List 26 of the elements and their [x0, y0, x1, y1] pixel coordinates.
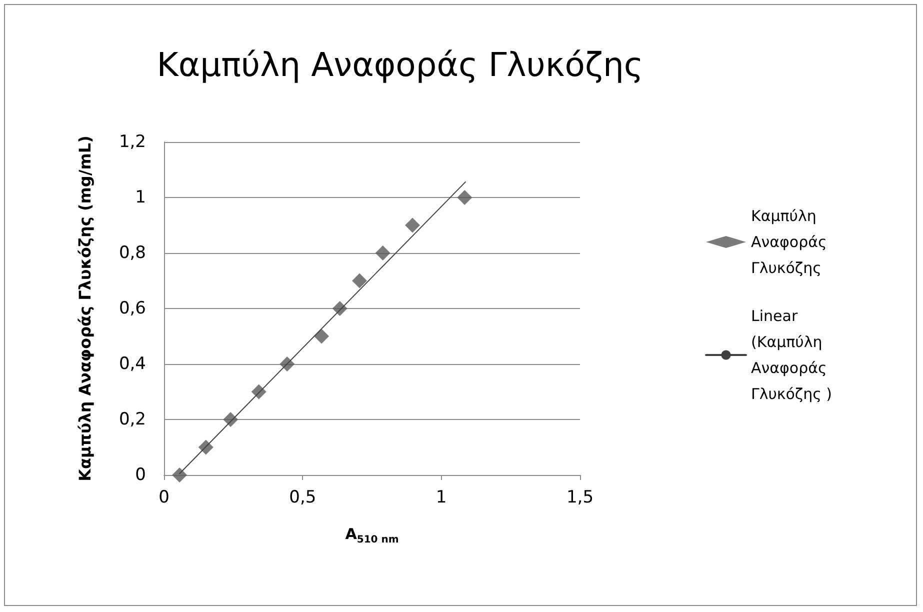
x-tick-label: 0 — [158, 488, 170, 508]
y-tick-label: 0,6 — [118, 298, 146, 318]
point — [314, 328, 330, 344]
y-tick-label: 1 — [135, 188, 146, 208]
x-tick-label: 1 — [436, 488, 447, 508]
point — [223, 412, 238, 427]
y-tick-label: 1,2 — [118, 132, 146, 152]
point — [404, 218, 420, 233]
y-tick-label: 0 — [135, 465, 146, 485]
point — [280, 356, 295, 372]
point — [332, 301, 348, 316]
legend-label: Linear (Καμπύλη Αναφοράς Γλυκόζης ) — [751, 307, 832, 403]
y-axis-title: Καμπύλη Αναφοράς Γλυκόζης (mg/mL) — [76, 136, 94, 482]
y-tick-label: 0,2 — [118, 410, 146, 430]
y-tick-label: 0,4 — [118, 354, 146, 374]
point — [251, 384, 266, 400]
legend-label: Καμπύλη Αναφοράς Γλυκόζης — [751, 207, 832, 277]
x-tick-label: 1,5 — [566, 488, 594, 508]
point — [172, 468, 188, 482]
point — [457, 190, 472, 205]
x-tick-label: 0,5 — [289, 488, 316, 508]
point — [352, 273, 368, 288]
y-tick-label: 0,8 — [118, 243, 146, 263]
point — [198, 440, 214, 455]
chart-title: Καμπύλη Αναφοράς Γλυκόζης — [156, 45, 644, 84]
point — [375, 246, 390, 260]
